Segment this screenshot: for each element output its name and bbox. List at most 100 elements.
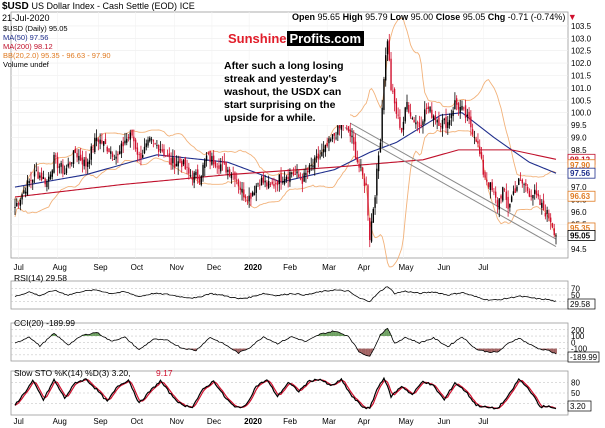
ma200-line (14, 149, 557, 198)
price-tag-label: 97.56 (570, 169, 591, 178)
legend-entry: MA(200) 98.12 (3, 42, 53, 51)
candle-body (264, 180, 266, 183)
candle-body (298, 174, 300, 177)
candle-body (331, 134, 334, 140)
candle-body (212, 155, 215, 165)
candle-body (539, 198, 541, 205)
candle-body (479, 146, 481, 154)
sto-value-label: 3.20 (570, 402, 586, 411)
candle-body (110, 151, 112, 154)
candle-body (218, 165, 220, 169)
candle-body (360, 166, 362, 168)
candle-body (372, 208, 375, 223)
candle-body (338, 123, 341, 129)
candle-body (448, 120, 451, 126)
bottom-date-label: May (398, 417, 413, 426)
candle-body (53, 154, 55, 173)
candle-body (131, 129, 133, 136)
candle-body (33, 171, 36, 177)
candle-body (457, 103, 460, 110)
candle-body (227, 169, 229, 172)
candle-body (228, 169, 231, 176)
candle-body (113, 159, 116, 160)
price-tick-label: 99.5 (571, 121, 587, 130)
candle-body (416, 122, 419, 124)
candle-body (237, 180, 240, 187)
candle-body (46, 181, 48, 188)
candle-body (69, 162, 71, 165)
candle-body (37, 171, 39, 179)
candle-body (399, 117, 401, 128)
candle-body (519, 180, 522, 181)
candle-body (553, 228, 555, 236)
panel-tick-label: 50 (571, 389, 580, 398)
candle-body (266, 182, 268, 187)
candle-body (150, 139, 153, 141)
candle-body (438, 117, 440, 126)
candle-body (152, 140, 155, 142)
candle-body (186, 166, 188, 168)
candle-body (420, 124, 422, 127)
candle-body (319, 156, 321, 158)
bottom-date-label: Apr (358, 417, 371, 426)
candle-body (507, 196, 509, 209)
date-tick-label: Feb (283, 263, 297, 272)
candle-body (221, 161, 224, 163)
candle-body (385, 55, 387, 81)
candle-body (83, 159, 85, 167)
candle-body (106, 147, 108, 152)
candle-body (489, 182, 492, 191)
candle-body (477, 140, 479, 144)
candle-body (173, 157, 176, 168)
candle-body (198, 177, 201, 183)
candle-body (546, 210, 548, 214)
candle-body (461, 105, 463, 110)
candle-body (301, 177, 304, 184)
panel-tick-label: 50 (571, 291, 580, 300)
candle-body (315, 156, 318, 158)
bottom-date-label: Oct (131, 417, 144, 426)
candle-body (138, 154, 140, 156)
candle-body (308, 165, 311, 173)
candle-body (374, 197, 376, 208)
candle-body (262, 176, 265, 183)
candle-body (537, 193, 539, 197)
candle-body (505, 191, 508, 200)
candle-body (195, 171, 197, 175)
candle-body (147, 139, 149, 146)
candle-body (63, 173, 66, 174)
candle-body (179, 158, 181, 163)
candle-body (526, 187, 529, 191)
candle-body (514, 188, 516, 193)
price-tick-label: 100.5 (571, 96, 592, 105)
candle-body (321, 152, 323, 157)
candle-body (97, 139, 100, 143)
candle-body (429, 106, 431, 112)
candle-body (51, 170, 53, 177)
candle-body (440, 126, 442, 127)
candle-body (85, 157, 87, 167)
candle-body (404, 107, 406, 122)
legend-entry: MA(50) 97.56 (3, 33, 49, 42)
candle-body (463, 107, 465, 109)
candle-body (166, 155, 169, 156)
price-tick-label: 94.5 (571, 245, 587, 254)
candle-body (182, 159, 185, 165)
candle-body (127, 136, 130, 139)
candle-body (16, 202, 18, 207)
date-tick-label: Jun (437, 263, 450, 272)
candle-body (523, 184, 525, 186)
candle-body (303, 172, 305, 182)
bottom-date-label: Jul (14, 417, 24, 426)
candle-body (111, 153, 114, 157)
candle-body (369, 217, 371, 240)
candle-body (296, 171, 298, 174)
bottom-date-label: Feb (283, 417, 297, 426)
rsi-value-box (567, 298, 596, 310)
candle-body (250, 192, 252, 199)
candle-body (259, 184, 261, 186)
candle-body (544, 213, 547, 217)
candle-body (283, 178, 286, 184)
candle-body (211, 156, 213, 165)
candle-body (441, 120, 444, 129)
